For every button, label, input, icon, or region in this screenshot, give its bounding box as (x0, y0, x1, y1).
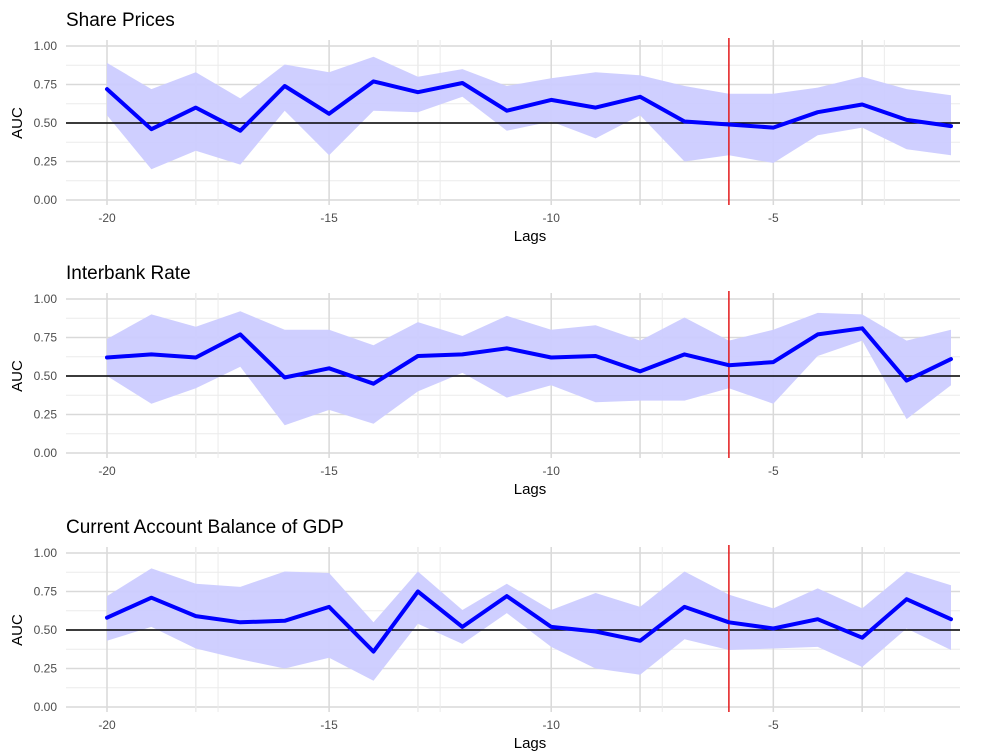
x-tick-label: -15 (320, 464, 338, 478)
x-axis-title: Lags (514, 735, 547, 752)
x-tick-label: -5 (768, 211, 779, 225)
x-axis-title: Lags (514, 228, 547, 245)
panel-title: Interbank Rate (66, 263, 191, 284)
x-tick-label: -5 (768, 464, 779, 478)
series-line (105, 79, 953, 133)
y-tick-label: 0.50 (34, 116, 58, 130)
y-tick-label: 0.25 (34, 662, 58, 676)
y-tick-label: 1.00 (34, 546, 58, 560)
x-tick-label: -10 (543, 718, 561, 732)
y-tick-label: 0.25 (34, 408, 58, 422)
y-tick-label: 1.00 (34, 292, 58, 306)
y-tick-label: 0.50 (34, 623, 58, 637)
x-tick-label: -20 (98, 464, 116, 478)
x-tick-label: -10 (543, 211, 561, 225)
y-tick-label: 1.00 (34, 39, 58, 53)
y-tick-label: 0.00 (34, 193, 58, 207)
y-tick-label: 0.75 (34, 585, 58, 599)
x-axis-title: Lags (514, 481, 547, 498)
x-tick-label: -15 (320, 211, 338, 225)
y-axis-title: AUC (9, 614, 26, 646)
confidence-band (107, 56, 951, 170)
panel-1: Share Prices 0.00 0.25 0.50 0.75 1.00 -20 -15 -1… (9, 10, 960, 245)
series-line (105, 589, 953, 654)
y-axis-title: AUC (9, 360, 26, 392)
y-tick-label: 0.25 (34, 155, 58, 169)
y-tick-label: 0.00 (34, 446, 58, 460)
series-line (105, 326, 953, 386)
panel-title: Current Account Balance of GDP (66, 517, 344, 538)
y-tick-label: 0.00 (34, 700, 58, 714)
x-tick-label: -20 (98, 211, 116, 225)
x-tick-label: -10 (543, 464, 561, 478)
x-tick-label: -5 (768, 718, 779, 732)
y-axis-title: AUC (9, 107, 26, 139)
y-tick-label: 0.75 (34, 78, 58, 92)
y-tick-label: 0.75 (34, 331, 58, 345)
y-tick-label: 0.50 (34, 369, 58, 383)
panel-title: Share Prices (66, 10, 175, 31)
panel-3: Current Account Balance of GDP 0.00 0.25 0.… (9, 517, 960, 752)
confidence-band (107, 568, 951, 681)
confidence-band (107, 311, 951, 426)
x-tick-label: -20 (98, 718, 116, 732)
panel-2: Interbank Rate 0.00 0.25 0.50 0.75 1.00 -20 -15… (9, 263, 960, 498)
x-tick-label: -15 (320, 718, 338, 732)
